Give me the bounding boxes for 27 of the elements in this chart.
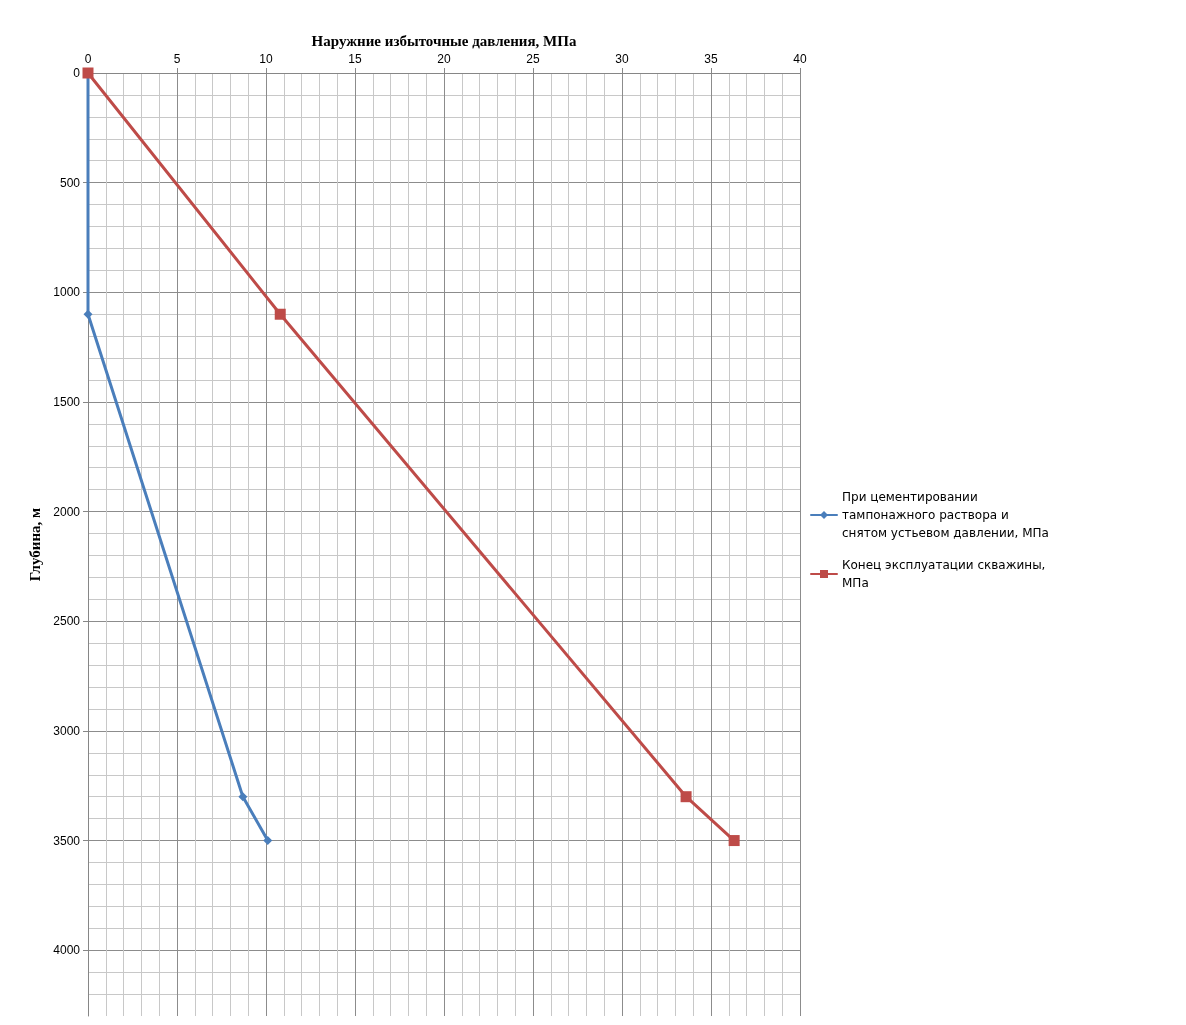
point (680, 791, 692, 803)
y-tick-label: 3000 (53, 723, 81, 738)
x-tick-label: 0 (84, 52, 92, 66)
x-tick-label: 35 (704, 52, 718, 66)
y-tick-label: 0 (73, 66, 81, 80)
x-tick-label: 40 (793, 52, 807, 66)
y-tick-label: 1000 (53, 285, 81, 300)
y-tick-label: 500 (59, 175, 81, 190)
y-tick-label: 2500 (53, 614, 81, 629)
point (274, 308, 286, 320)
x-tick-label: 25 (526, 52, 540, 66)
x-tick-label: 10 (259, 52, 273, 66)
point (238, 792, 248, 802)
y-tick-label: 3500 (53, 833, 81, 848)
x-tick-label: 5 (173, 52, 181, 66)
x-tick-label: 20 (437, 52, 451, 66)
legend-label: При цементировании тампонажного раствора и снятом устьевом давлении, МПа (842, 490, 1049, 540)
point (263, 836, 273, 846)
x-tick-label: 30 (615, 52, 629, 66)
y-tick-label: 2000 (53, 504, 81, 519)
y-tick-label: 4000 (53, 943, 81, 958)
y-tick-label: 1500 (53, 394, 81, 409)
x-tick-label: 15 (348, 52, 362, 66)
x-axis-title: Наружние избыточные давления, МПа (311, 32, 577, 49)
y-axis-title: Глубина, м (26, 507, 43, 582)
legend-label: Конец эксплуатации скважины, МПа (842, 558, 1050, 590)
point (728, 835, 740, 847)
